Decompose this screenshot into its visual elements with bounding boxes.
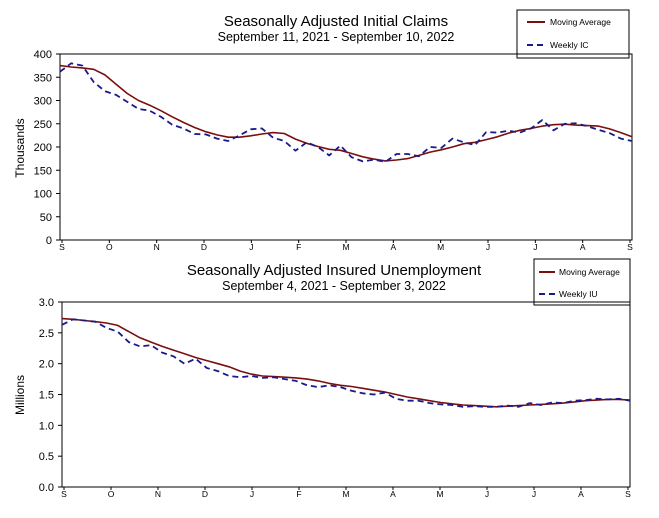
chart-1-y-tick-label: 350: [34, 72, 52, 84]
chart-2-y-tick-label: 1.5: [39, 390, 54, 402]
chart-1-x-tick-label: J: [249, 242, 253, 252]
chart-2-x-tick-label: M: [436, 489, 443, 499]
chart-1-x-tick-label: J: [533, 242, 537, 252]
chart-1-legend-ma-label: Moving Average: [550, 17, 611, 27]
chart-2-title: Seasonally Adjusted Insured Unemployment: [187, 262, 482, 279]
chart-2-weekly-line: [61, 318, 631, 408]
chart-1-y-tick-label: 100: [34, 189, 52, 201]
chart-2-x-tick-label: A: [578, 489, 584, 499]
chart-1-x-tick-label: O: [106, 242, 113, 252]
chart-2-y-tick-label: 2.5: [39, 328, 54, 340]
chart-1-y-tick-label: 300: [34, 96, 52, 108]
chart-2-x-tick-label: J: [250, 489, 254, 499]
chart-2-x-tick-label: J: [532, 489, 536, 499]
chart-2-moving-average-line: [61, 317, 631, 408]
chart-1-x-tick-label: S: [59, 242, 65, 252]
chart-1-x-tick-label: D: [201, 242, 207, 252]
chart-2-x-tick-label: S: [625, 489, 631, 499]
chart-2-x-tick-label: N: [155, 489, 161, 499]
chart-1-subtitle: September 11, 2021 - September 10, 2022: [218, 30, 455, 44]
chart-2-x-tick-label: O: [108, 489, 115, 499]
chart-2-y-tick-label: 0.0: [39, 482, 54, 494]
chart-1-moving-average-line: [59, 64, 633, 162]
chart-1-x-tick-label: F: [296, 242, 301, 252]
chart-1-legend-box: [516, 9, 630, 59]
chart-2-plot-frame: [61, 301, 631, 488]
chart-1-y-tick-label: 200: [34, 142, 52, 154]
chart-2-legend-ma-label: Moving Average: [559, 267, 620, 277]
chart-1-y-tick-label: 0: [46, 235, 52, 247]
chart-1-y-tick-label: 150: [34, 165, 52, 177]
chart-1-x-tick-label: A: [390, 242, 396, 252]
chart-2-x-tick-label: M: [342, 489, 349, 499]
chart-2-x-tick-label: J: [485, 489, 489, 499]
chart-2-y-tick-label: 3.0: [39, 297, 54, 309]
chart-1-y-tick-label: 250: [34, 119, 52, 131]
chart-1-legend-weekly-label: Weekly IC: [550, 40, 589, 50]
chart-2-x-tick-label: F: [296, 489, 301, 499]
chart-2-legend-box: [533, 258, 631, 306]
chart-1-x-tick-label: N: [154, 242, 160, 252]
chart-1-title: Seasonally Adjusted Initial Claims: [224, 13, 448, 30]
chart-1-y-tick-label: 50: [40, 212, 52, 224]
chart-2-subtitle: September 4, 2021 - September 3, 2022: [222, 279, 446, 293]
chart-1-ylabel: Thousands: [13, 118, 27, 177]
chart-1-plot-frame: [59, 53, 633, 241]
chart-2-y-tick-label: 2.0: [39, 359, 54, 371]
chart-1-x-tick-label: M: [342, 242, 349, 252]
chart-1-weekly-line: [59, 62, 633, 163]
chart-2-y-tick-label: 1.0: [39, 420, 54, 432]
chart-1-y-tick-label: 400: [34, 49, 52, 61]
chart-2-x-tick-label: S: [61, 489, 67, 499]
chart-1-x-tick-label: S: [627, 242, 633, 252]
chart-1-x-tick-label: M: [437, 242, 444, 252]
chart-1-x-tick-label: A: [580, 242, 586, 252]
chart-2-ylabel: Millions: [13, 375, 27, 415]
chart-2-y-tick-label: 0.5: [39, 451, 54, 463]
chart-1-x-tick-label: J: [486, 242, 490, 252]
chart-2-legend-weekly-label: Weekly IU: [559, 289, 598, 299]
chart-2-x-tick-label: D: [202, 489, 208, 499]
chart-2-x-tick-label: A: [390, 489, 396, 499]
